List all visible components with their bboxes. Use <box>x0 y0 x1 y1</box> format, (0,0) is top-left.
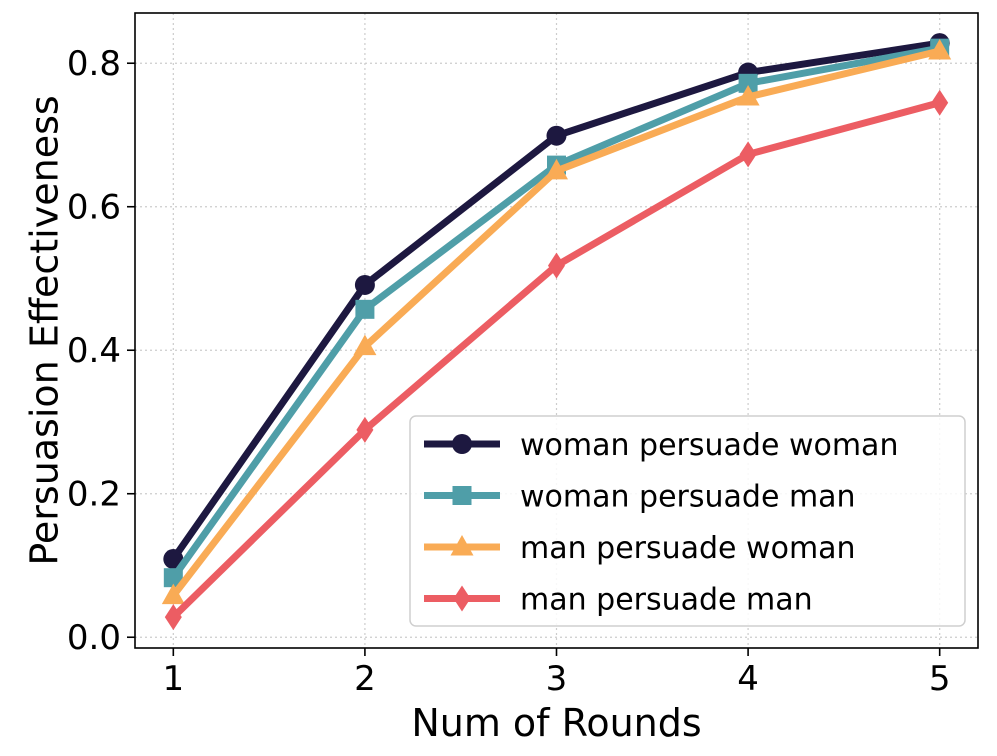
legend-label: woman persuade man <box>520 480 856 515</box>
x-axis-label: Num of Rounds <box>411 701 701 745</box>
series-man-persuade-man <box>164 89 949 631</box>
tick-layer: 1 2 3 4 5 0.0 0.2 0.4 0.6 0.8 <box>67 44 951 699</box>
grid-layer <box>135 13 978 648</box>
data-point <box>739 141 757 168</box>
data-point <box>355 299 375 319</box>
data-point <box>928 39 952 60</box>
series-man-persuade-woman <box>161 39 952 605</box>
legend-item: man persuade woman <box>424 531 856 566</box>
x-tick-label: 4 <box>737 659 759 699</box>
y-tick-label: 0.8 <box>67 44 121 84</box>
data-point <box>161 583 185 605</box>
legend-marker <box>452 486 472 505</box>
x-tick-label: 2 <box>354 659 376 699</box>
data-point <box>548 252 565 279</box>
data-point <box>545 158 568 180</box>
data-point <box>164 604 182 631</box>
y-tick-label: 0.6 <box>67 188 121 228</box>
data-point <box>353 334 377 356</box>
x-tick-label: 5 <box>929 659 951 699</box>
data-point <box>163 568 183 588</box>
data-point <box>736 84 760 106</box>
legend-label: man persuade woman <box>520 531 856 566</box>
legend-item: woman persuade man <box>424 480 856 515</box>
legend-item: man persuade man <box>424 583 813 618</box>
data-point <box>163 549 184 570</box>
data-point <box>546 125 567 146</box>
legend-label: woman persuade woman <box>520 428 898 463</box>
legend-marker <box>450 535 474 556</box>
x-tick-label: 1 <box>162 659 184 699</box>
legend-item: woman persuade woman <box>424 428 898 463</box>
y-tick-label: 0.0 <box>67 618 121 658</box>
data-point <box>738 73 758 93</box>
data-point <box>931 89 949 116</box>
legend-box <box>409 415 966 627</box>
x-tick-label: 3 <box>546 659 568 699</box>
y-axis-label: Persuasion Effectiveness <box>22 95 66 565</box>
legend-marker <box>452 434 472 454</box>
data-point <box>354 274 375 295</box>
legend-marker <box>453 585 471 612</box>
data-point <box>356 416 374 443</box>
legend: woman persuade woman woman persuade man ma… <box>409 415 966 627</box>
y-tick-label: 0.4 <box>67 331 121 371</box>
series-layer <box>161 33 952 631</box>
y-tick-label: 0.2 <box>67 475 121 515</box>
legend-label: man persuade man <box>520 583 813 618</box>
